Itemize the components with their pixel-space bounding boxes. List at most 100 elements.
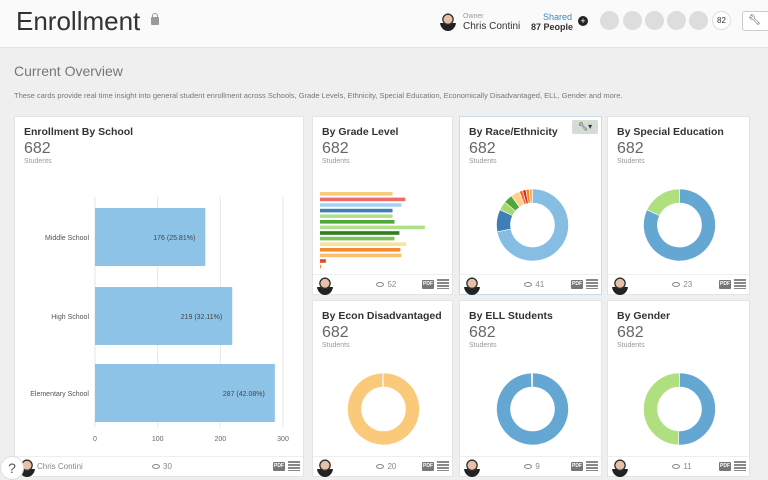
member-avatar[interactable]: [600, 11, 619, 30]
pdf-button[interactable]: PDF: [719, 462, 731, 471]
pdf-button[interactable]: PDF: [571, 280, 583, 289]
card-title[interactable]: By Gender: [617, 310, 671, 322]
bar: [320, 208, 393, 213]
card-count: 682: [322, 324, 349, 341]
tools-button[interactable]: 🔧︎: [742, 11, 768, 31]
donut-slice: [678, 372, 716, 446]
pdf-button[interactable]: PDF: [422, 462, 434, 471]
eye-icon: [672, 282, 681, 288]
author-avatar: [317, 277, 333, 295]
chart: [347, 372, 420, 446]
help-button[interactable]: ?: [0, 456, 24, 480]
list-icon[interactable]: [437, 461, 449, 471]
card[interactable]: By Special Education 682 Students 23 PDF: [607, 116, 750, 295]
bar: [320, 203, 402, 207]
wrench-icon: 🔧︎: [748, 15, 761, 26]
card-unit: Students: [322, 158, 350, 165]
bar: [95, 287, 233, 345]
add-person-icon[interactable]: +: [578, 16, 588, 26]
donut-slice: [347, 372, 420, 446]
owner-name[interactable]: Chris Contini: [463, 21, 521, 32]
x-tick-label: 100: [152, 436, 164, 443]
card[interactable]: By Grade Level 682 Students 52 PDF: [312, 116, 453, 295]
list-icon[interactable]: [288, 461, 300, 471]
member-avatar[interactable]: [689, 11, 708, 30]
bar: [320, 192, 393, 196]
bar: [95, 208, 206, 266]
member-avatar[interactable]: [623, 11, 642, 30]
card-settings-button[interactable]: 🔧︎▾: [572, 120, 598, 134]
card-title[interactable]: By Econ Disadvantaged: [322, 310, 442, 322]
page-title: Enrollment: [16, 6, 141, 36]
eye-icon: [524, 282, 533, 288]
card[interactable]: By Race/Ethnicity 682 Students 🔧︎▾ 41 PD…: [459, 116, 602, 295]
x-tick-label: 200: [214, 436, 226, 443]
card-title[interactable]: By Race/Ethnicity: [469, 126, 558, 138]
category-label: Elementary School: [30, 391, 89, 398]
shared-link[interactable]: Shared: [543, 12, 573, 22]
chart: [643, 372, 716, 446]
author-avatar: [464, 459, 480, 477]
list-icon[interactable]: [437, 279, 449, 289]
donut-slice: [531, 372, 533, 388]
card-title[interactable]: By ELL Students: [469, 310, 553, 322]
donut-slice: [382, 372, 384, 388]
data-label: 176 (25.81%): [153, 235, 195, 242]
bar: [320, 220, 395, 224]
card-footer: 41 PDF: [460, 274, 601, 295]
bar: [320, 242, 407, 246]
category-label: Middle School: [45, 235, 89, 242]
author-name: Chris Contini: [37, 462, 83, 471]
card-footer: Chris Contini 30 PDF: [15, 456, 303, 477]
bar: [320, 248, 401, 252]
list-icon[interactable]: [734, 461, 746, 471]
card-title[interactable]: Enrollment By School: [24, 126, 134, 138]
pdf-button[interactable]: PDF: [273, 462, 285, 471]
card-footer: 20 PDF: [313, 456, 452, 477]
bar: [320, 225, 425, 230]
chart: [496, 188, 569, 262]
donut-slice: [528, 188, 533, 204]
card-unit: Students: [24, 158, 52, 165]
list-icon[interactable]: [586, 461, 598, 471]
card-count: 682: [24, 140, 51, 157]
member-avatar[interactable]: [645, 11, 664, 30]
card-title[interactable]: By Special Education: [617, 126, 724, 138]
member-count-badge[interactable]: 82: [712, 11, 731, 30]
pdf-button[interactable]: PDF: [719, 280, 731, 289]
card-count: 682: [617, 324, 644, 341]
pdf-button[interactable]: PDF: [422, 280, 434, 289]
card-footer: 9 PDF: [460, 456, 601, 477]
bar: [320, 197, 406, 202]
donut-slice: [496, 372, 569, 446]
view-count: 52: [376, 280, 396, 289]
card-footer: 52 PDF: [313, 274, 452, 295]
shared-count[interactable]: 87 People: [531, 22, 574, 32]
section-title: Current Overview: [14, 63, 123, 79]
card-count: 682: [469, 140, 496, 157]
eye-icon: [152, 464, 160, 470]
donut-slice: [643, 372, 680, 446]
card[interactable]: Enrollment By School 682 Students 0 100 20…: [14, 116, 304, 477]
section-description: These cards provide real time insight in…: [14, 91, 623, 100]
owner-label: Owner: [463, 13, 484, 20]
chart: [320, 192, 425, 269]
card[interactable]: By ELL Students 682 Students 9 PDF: [459, 300, 602, 477]
card-count: 682: [469, 324, 496, 341]
list-icon[interactable]: [586, 279, 598, 289]
bar: [320, 253, 402, 258]
pdf-button[interactable]: PDF: [571, 462, 583, 471]
bar: [95, 364, 275, 422]
card-unit: Students: [617, 158, 645, 165]
bar: [320, 264, 321, 269]
owner-avatar[interactable]: [440, 13, 456, 31]
member-avatar[interactable]: [667, 11, 686, 30]
card-title[interactable]: By Grade Level: [322, 126, 399, 138]
lock-icon: [151, 13, 159, 25]
chart: [496, 372, 569, 446]
author-avatar: [612, 459, 628, 477]
card[interactable]: By Econ Disadvantaged 682 Students 20 PD…: [312, 300, 453, 477]
list-icon[interactable]: [734, 279, 746, 289]
view-count: 20: [376, 462, 396, 471]
card[interactable]: By Gender 682 Students 11 PDF: [607, 300, 750, 477]
